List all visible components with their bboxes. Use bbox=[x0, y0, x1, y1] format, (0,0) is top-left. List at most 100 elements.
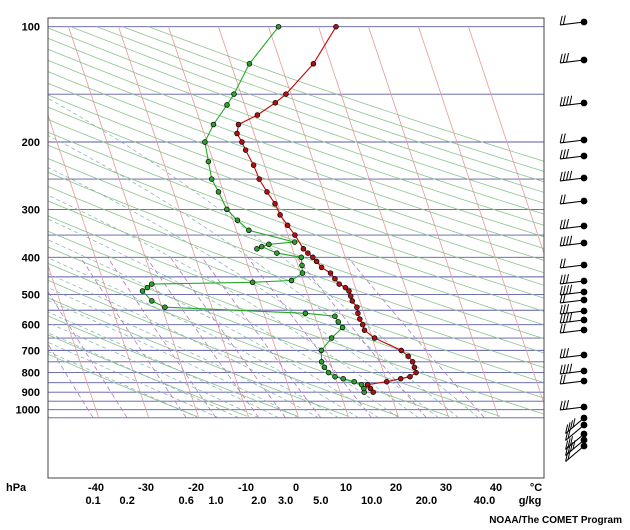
wind-barb-feather bbox=[562, 219, 566, 229]
moist-adiabat-line bbox=[48, 194, 419, 419]
dry-adiabat-line bbox=[70, 26, 544, 193]
wind-barb-shaft bbox=[560, 139, 585, 144]
dry-adiabat-line bbox=[48, 279, 399, 417]
dewpoint-point bbox=[205, 158, 212, 165]
mixing-ratio-line bbox=[48, 343, 94, 419]
wind-barb-shaft bbox=[560, 299, 585, 304]
dry-adiabat-line bbox=[48, 246, 501, 417]
dewpoint-point bbox=[351, 378, 357, 385]
wind-barb-shaft bbox=[560, 370, 585, 375]
dry-adiabat-line bbox=[48, 185, 544, 369]
temperature-tick-label: -10 bbox=[238, 482, 254, 494]
temperature-point bbox=[336, 281, 342, 287]
dry-adiabat-line bbox=[48, 48, 544, 226]
moist-adiabat-line bbox=[48, 299, 299, 419]
moist-adiabat-line bbox=[48, 311, 279, 419]
mixing-ratio-tick-label: 0.2 bbox=[120, 495, 135, 507]
wind-barb bbox=[559, 303, 588, 315]
wind-barb-feather bbox=[566, 399, 569, 410]
mixing-ratio-tick-label: 2.0 bbox=[251, 495, 266, 507]
temperature-tick-label: 10 bbox=[340, 482, 352, 494]
dewpoint-series bbox=[139, 23, 367, 395]
wind-barb bbox=[559, 374, 588, 385]
temperature-point bbox=[332, 275, 338, 282]
temperature-point bbox=[333, 23, 339, 30]
dewpoint-point bbox=[274, 250, 280, 256]
dewpoint-point bbox=[318, 359, 325, 365]
temperature-unit-label: °C bbox=[530, 482, 542, 494]
wind-barb-feather bbox=[559, 313, 563, 324]
dry-adiabat-line bbox=[48, 215, 544, 399]
mixing-ratio-line bbox=[146, 257, 260, 419]
dewpoint-point bbox=[208, 176, 215, 182]
wind-barb-feather bbox=[559, 285, 563, 296]
wind-barb-feather bbox=[562, 15, 566, 25]
temperature-point bbox=[397, 375, 404, 382]
wind-barb-feather bbox=[569, 235, 573, 245]
temperature-point bbox=[264, 189, 270, 195]
isotherm-line bbox=[368, 26, 500, 418]
wind-barb-feather bbox=[567, 429, 571, 439]
temperature-point bbox=[327, 270, 334, 276]
wind-barb-feather bbox=[567, 438, 571, 448]
wind-barb bbox=[559, 235, 588, 247]
wind-barb bbox=[559, 52, 588, 64]
dry-adiabat-line bbox=[48, 119, 544, 299]
temperature-point bbox=[413, 369, 419, 376]
moist-adiabat-line bbox=[48, 332, 239, 419]
wind-barb-feather bbox=[562, 96, 566, 106]
wind-barb bbox=[559, 148, 588, 160]
mixing-ratio-tick-label: 3.0 bbox=[278, 495, 293, 507]
wind-barb bbox=[559, 95, 588, 107]
isotherm-line bbox=[48, 264, 100, 418]
temperature-point bbox=[277, 212, 283, 218]
pressure-tick-label: 900 bbox=[22, 387, 40, 399]
pressure-tick-label: 800 bbox=[22, 368, 40, 380]
wind-barb-feather bbox=[570, 442, 573, 452]
wind-barb bbox=[559, 399, 588, 411]
mixing-ratio-tick-label: 0.1 bbox=[85, 495, 100, 507]
wind-barb-shaft bbox=[560, 291, 585, 296]
wind-barb-feather bbox=[566, 284, 569, 295]
dewpoint-point bbox=[258, 243, 265, 250]
temperature-point bbox=[235, 121, 242, 128]
dry-adiabat-line bbox=[48, 94, 544, 274]
wind-barbs bbox=[559, 15, 588, 462]
wind-barb bbox=[559, 170, 588, 182]
pressure-tick-label: 300 bbox=[22, 204, 40, 216]
dewpoint-point bbox=[224, 206, 230, 213]
dry-adiabat-line bbox=[48, 334, 248, 417]
temperature-point bbox=[283, 91, 289, 97]
dewpoint-point bbox=[144, 284, 151, 291]
temperature-point bbox=[370, 389, 376, 395]
wind-barb-feather bbox=[562, 304, 566, 314]
dry-adiabat-line bbox=[48, 353, 197, 417]
wind-barb-feather bbox=[572, 440, 576, 450]
dewpoint-point bbox=[246, 227, 252, 234]
dewpoint-point bbox=[288, 277, 295, 284]
wind-barb-feather bbox=[562, 133, 566, 143]
dewpoint-point bbox=[149, 298, 155, 304]
dry-adiabat-line bbox=[48, 59, 544, 238]
wind-barb-feather bbox=[566, 303, 569, 314]
mixing-ratio-tick-label: 10.0 bbox=[361, 495, 382, 507]
wind-barb-feather bbox=[565, 424, 569, 434]
wind-barb bbox=[559, 323, 588, 334]
temperature-point bbox=[347, 293, 354, 299]
dry-adiabat-line bbox=[48, 82, 544, 261]
wind-barb-shaft bbox=[560, 310, 585, 315]
pressure-tick-label: 100 bbox=[22, 22, 40, 34]
dry-adiabat-line bbox=[48, 230, 544, 415]
dry-adiabat-line bbox=[48, 71, 544, 249]
dewpoint-point bbox=[302, 310, 309, 317]
wind-barb-feather bbox=[569, 170, 573, 180]
wind-barb-feather bbox=[562, 293, 566, 303]
wind-barb-shaft bbox=[560, 329, 585, 334]
wind-barb bbox=[559, 284, 588, 296]
mixing-ratio-tick-label: 5.0 bbox=[313, 495, 328, 507]
dewpoint-point bbox=[358, 381, 365, 388]
moist-adiabat-line bbox=[48, 135, 459, 419]
dewpoint-point bbox=[325, 369, 332, 376]
mixing-ratio-tick-label: 40.0 bbox=[474, 495, 495, 507]
